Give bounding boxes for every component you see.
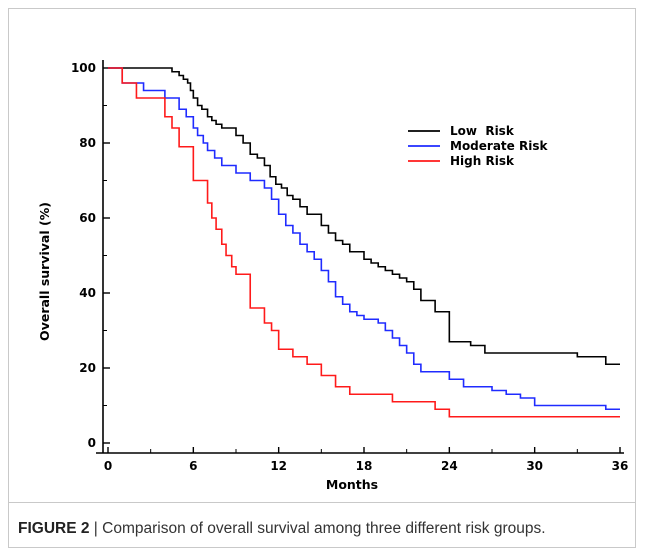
y-tick-label: 0 [88,436,96,450]
y-tick-label: 100 [71,61,96,75]
legend-label-1: Low Risk [450,124,515,138]
x-tick-label: 30 [526,459,543,473]
legend-label-2: Moderate Risk [450,139,548,153]
caption-separator: | [89,520,103,537]
x-tick-label: 0 [104,459,112,473]
y-tick-label: 20 [79,361,96,375]
figure-caption: FIGURE 2 | Comparison of overall surviva… [18,520,638,538]
y-tick-label: 40 [79,286,96,300]
plot-area: 0 20 40 60 80 100 0 6 12 18 24 30 36 Months Overall su… [37,60,628,492]
x-tick-label: 6 [189,459,197,473]
caption-label: FIGURE 2 [18,520,90,537]
x-tick-label: 18 [356,459,373,473]
x-axis-title: Months [326,477,378,492]
caption-text: Comparison of overall survival among thr… [102,520,546,537]
figure-frame [8,8,636,548]
y-axis-title: Overall survival (%) [37,202,52,341]
survival-curve-2 [108,67,620,411]
survival-curve-1 [108,67,620,366]
legend-label-3: High Risk [450,154,515,168]
x-tick-label: 24 [441,459,458,473]
y-tick-label: 80 [79,136,96,150]
x-tick-label: 36 [612,459,629,473]
survival-curve-3 [108,67,620,418]
y-tick-label: 60 [79,211,96,225]
caption-separator-line [8,502,636,503]
x-tick-label: 12 [270,459,287,473]
